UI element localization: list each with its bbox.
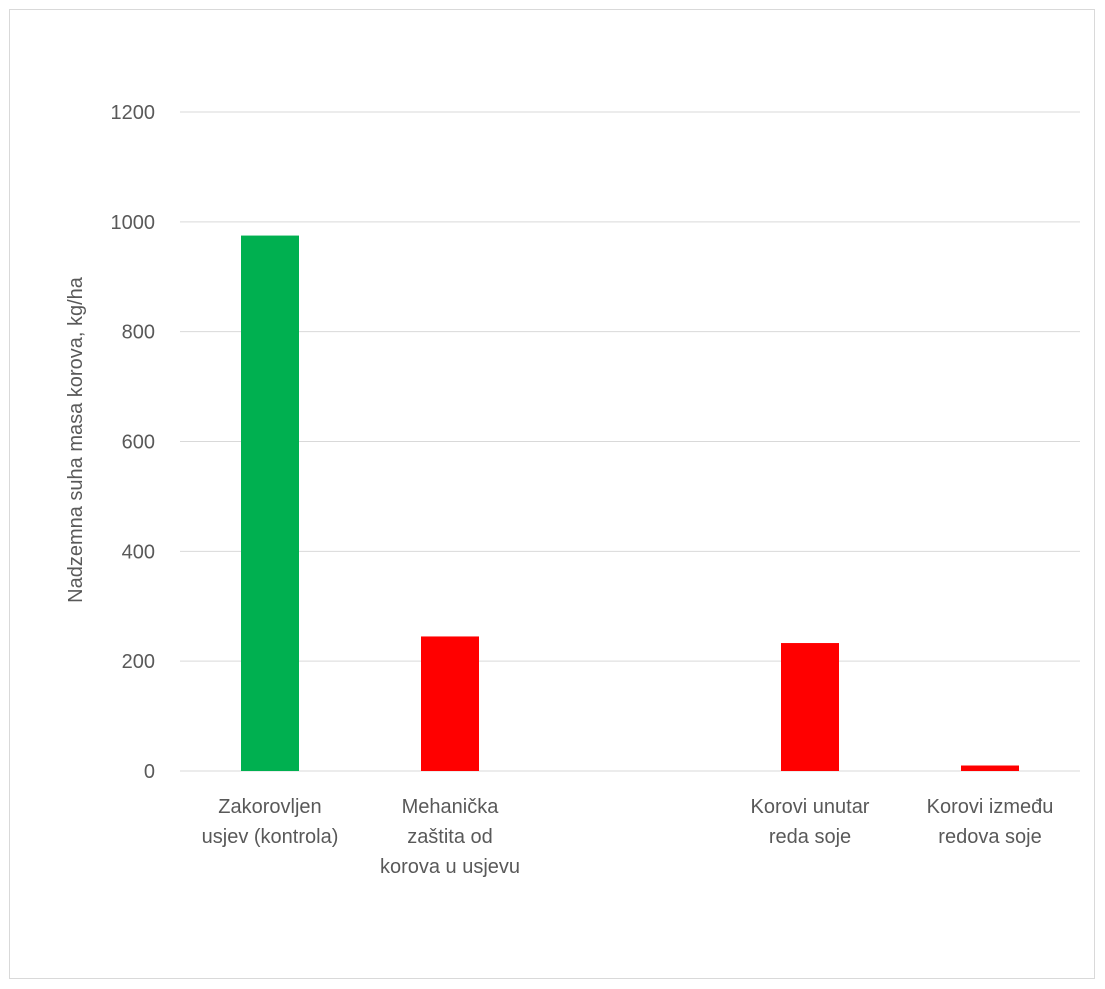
y-tick-labels: 0 200 400 600 800 1000 1200	[111, 102, 156, 783]
category-label: korova u usjevu	[380, 856, 520, 878]
category-label: usjev (kontrola)	[202, 826, 339, 848]
y-tick-label: 800	[122, 322, 155, 344]
bar	[781, 643, 839, 771]
y-tick-label: 400	[122, 541, 155, 563]
y-tick-label: 1000	[111, 212, 156, 234]
category-label: reda soje	[769, 826, 851, 848]
y-axis-title: Nadzemna suha masa korova, kg/ha	[65, 276, 87, 603]
chart-frame	[9, 9, 1095, 979]
category-labels: Zakorovljen usjev (kontrola) Mehanička zašt…	[202, 796, 1054, 878]
category-label: Mehanička	[402, 796, 500, 818]
y-tick-label: 600	[122, 432, 155, 454]
category-label: redova soje	[938, 826, 1041, 848]
category-label: zaštita od	[407, 826, 493, 848]
y-tick-label: 1200	[111, 102, 156, 124]
bar	[241, 235, 299, 771]
category-label: Korovi između	[927, 796, 1054, 818]
bars	[241, 235, 1019, 771]
gridlines	[180, 111, 1080, 772]
bar	[961, 765, 1019, 771]
y-tick-label: 200	[122, 651, 155, 673]
bar	[421, 636, 479, 771]
category-label: Korovi unutar	[751, 796, 870, 818]
category-label: Zakorovljen	[218, 796, 321, 818]
y-tick-label: 0	[144, 761, 155, 783]
